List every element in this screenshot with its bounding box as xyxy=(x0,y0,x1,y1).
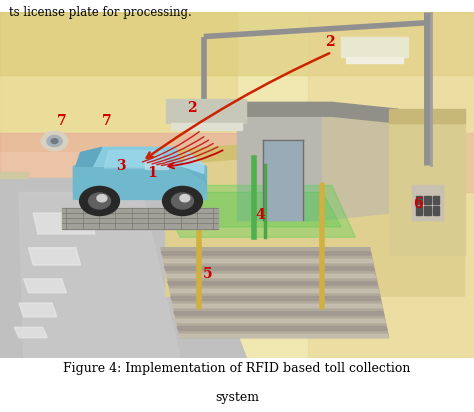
Polygon shape xyxy=(104,151,166,168)
Polygon shape xyxy=(433,206,439,215)
Polygon shape xyxy=(76,147,102,166)
Polygon shape xyxy=(177,327,387,330)
Polygon shape xyxy=(174,312,384,315)
Polygon shape xyxy=(169,289,379,293)
Polygon shape xyxy=(73,163,206,199)
Polygon shape xyxy=(389,123,465,255)
Polygon shape xyxy=(0,12,474,75)
Polygon shape xyxy=(237,116,322,220)
Polygon shape xyxy=(322,116,389,220)
Circle shape xyxy=(172,193,193,209)
Polygon shape xyxy=(228,102,398,123)
Polygon shape xyxy=(171,192,341,227)
Polygon shape xyxy=(73,166,206,199)
Text: ts license plate for processing.: ts license plate for processing. xyxy=(9,6,192,19)
Polygon shape xyxy=(412,185,443,220)
Text: 1: 1 xyxy=(147,166,156,180)
Polygon shape xyxy=(145,162,168,169)
Circle shape xyxy=(180,194,190,202)
Polygon shape xyxy=(416,196,422,204)
Polygon shape xyxy=(389,109,465,123)
Polygon shape xyxy=(424,206,431,215)
Polygon shape xyxy=(346,57,403,63)
Polygon shape xyxy=(0,178,332,227)
Text: 6: 6 xyxy=(413,197,423,211)
Polygon shape xyxy=(0,178,246,358)
Polygon shape xyxy=(424,196,431,204)
Polygon shape xyxy=(166,274,376,278)
Polygon shape xyxy=(19,192,180,358)
Polygon shape xyxy=(171,297,381,300)
Polygon shape xyxy=(24,279,66,293)
Polygon shape xyxy=(175,319,385,323)
Polygon shape xyxy=(0,171,28,178)
Polygon shape xyxy=(0,133,474,192)
Polygon shape xyxy=(92,147,182,166)
Polygon shape xyxy=(164,267,374,270)
Circle shape xyxy=(41,131,68,151)
Polygon shape xyxy=(182,166,206,185)
Polygon shape xyxy=(171,123,242,130)
Polygon shape xyxy=(0,12,474,358)
Polygon shape xyxy=(14,327,47,338)
Polygon shape xyxy=(166,144,465,296)
Polygon shape xyxy=(341,37,408,57)
Polygon shape xyxy=(263,140,303,220)
Circle shape xyxy=(163,187,202,215)
Text: system: system xyxy=(215,391,259,404)
Polygon shape xyxy=(0,12,237,151)
Polygon shape xyxy=(182,152,204,173)
Polygon shape xyxy=(166,137,465,165)
Polygon shape xyxy=(156,185,356,237)
Polygon shape xyxy=(62,208,218,229)
Text: 3: 3 xyxy=(116,159,126,173)
Polygon shape xyxy=(433,196,439,204)
Text: 2: 2 xyxy=(325,35,334,49)
Text: 2: 2 xyxy=(187,101,197,115)
Polygon shape xyxy=(416,206,422,215)
Polygon shape xyxy=(33,213,95,234)
Circle shape xyxy=(47,136,62,147)
Polygon shape xyxy=(28,248,81,265)
Circle shape xyxy=(97,194,107,202)
Polygon shape xyxy=(161,252,371,255)
Polygon shape xyxy=(163,259,373,263)
Polygon shape xyxy=(172,304,383,308)
Text: 7: 7 xyxy=(57,115,66,129)
Polygon shape xyxy=(19,303,57,317)
Circle shape xyxy=(51,139,58,143)
Text: 5: 5 xyxy=(203,267,212,281)
Circle shape xyxy=(89,193,110,209)
Text: 7: 7 xyxy=(102,115,111,129)
Polygon shape xyxy=(179,334,389,338)
Circle shape xyxy=(80,187,119,215)
Polygon shape xyxy=(167,282,378,285)
Polygon shape xyxy=(161,248,389,338)
Text: 4: 4 xyxy=(255,208,264,222)
Polygon shape xyxy=(308,12,474,358)
Text: Figure 4: Implementation of RFID based toll collection: Figure 4: Implementation of RFID based t… xyxy=(64,362,410,375)
Polygon shape xyxy=(166,99,246,123)
